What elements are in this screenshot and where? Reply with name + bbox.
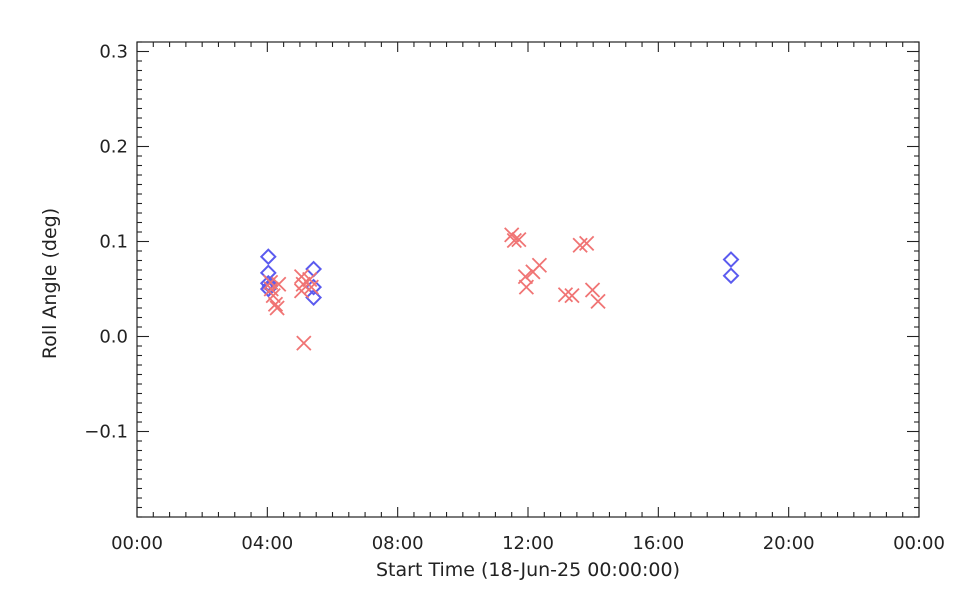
x-tick-label: 04:00 — [241, 533, 293, 554]
y-tick-label: 0.3 — [99, 42, 128, 63]
x-point — [531, 257, 548, 273]
x-tick-label: 08:00 — [372, 533, 424, 554]
x-point — [265, 288, 281, 304]
x-point — [271, 276, 287, 292]
y-tick-label: 0.2 — [99, 137, 128, 158]
y-tick-label: 0.1 — [99, 232, 128, 253]
x-point — [296, 335, 312, 351]
x-point — [518, 279, 535, 295]
x-point — [584, 282, 601, 298]
x-axis-title: Start Time (18-Jun-25 00:00:00) — [376, 559, 680, 581]
x-point — [579, 235, 595, 252]
x-point — [504, 227, 520, 243]
x-tick-label: 20:00 — [763, 533, 815, 554]
x-point — [267, 296, 284, 312]
x-tick-label: 00:00 — [893, 533, 945, 554]
x-point — [303, 279, 319, 295]
y-axis-title: Roll Angle (deg) — [39, 208, 61, 359]
diamond-point — [722, 267, 740, 285]
diamond-point — [722, 251, 740, 268]
y-tick-label: −0.1 — [84, 422, 128, 443]
diamond-point — [305, 289, 323, 306]
x-point — [506, 232, 522, 249]
x-point — [511, 231, 527, 248]
axis-ticks — [136, 41, 920, 518]
x-point — [557, 287, 574, 303]
x-point — [564, 288, 580, 304]
x-point — [293, 283, 310, 299]
x-point — [269, 300, 285, 316]
y-tick-label: 0.0 — [99, 327, 128, 348]
x-tick-label: 12:00 — [502, 533, 554, 554]
axis-tick-labels: 00:00 04:00 08:00 12:00 16:00 20:00 00:00 −0.1 0… — [84, 42, 945, 555]
diamond-point — [259, 248, 277, 266]
x-point — [590, 293, 606, 309]
x-tick-label: 00:00 — [111, 533, 163, 554]
diamond-point — [305, 260, 323, 278]
x-tick-label: 16:00 — [632, 533, 684, 554]
data-points — [259, 227, 740, 351]
